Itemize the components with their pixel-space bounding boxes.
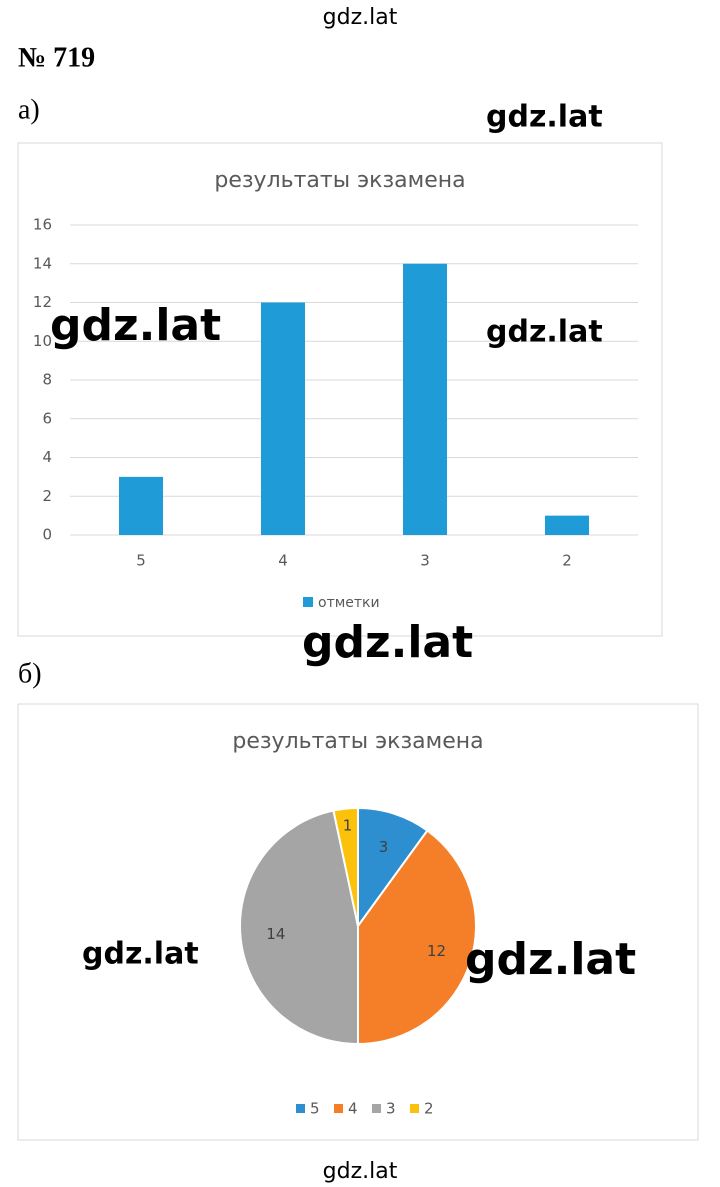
legend-swatch <box>303 597 313 607</box>
legend-label: отметки <box>318 595 380 611</box>
site-footer: gdz.lat <box>323 1159 398 1184</box>
pie-slice <box>357 829 477 1046</box>
y-tick-label: 6 <box>42 409 52 427</box>
data-label: 12 <box>427 942 446 960</box>
pie-slice <box>332 806 359 927</box>
y-tick-label: 14 <box>33 254 52 272</box>
problem-number: № 719 <box>18 42 95 73</box>
watermark: gdz.lat <box>82 937 199 972</box>
legend-swatch <box>372 1104 381 1113</box>
pie-slice <box>357 806 429 930</box>
site-header: gdz.lat <box>323 5 398 30</box>
part-label: б) <box>18 658 42 689</box>
legend-swatch <box>410 1104 419 1113</box>
legend-label: 4 <box>348 1100 358 1118</box>
x-tick-label: 2 <box>562 552 572 570</box>
data-label: 14 <box>266 925 285 943</box>
watermark: gdz.lat <box>486 100 603 135</box>
x-tick-label: 4 <box>278 552 288 570</box>
pie-slice <box>239 809 359 1046</box>
legend-label: 5 <box>310 1100 320 1118</box>
bar <box>403 263 447 535</box>
part-label: а) <box>18 94 40 125</box>
watermark: gdz.lat <box>486 315 603 350</box>
data-label: 3 <box>379 838 389 856</box>
y-tick-label: 8 <box>42 371 52 389</box>
chart-title: результаты экзамена <box>214 168 465 193</box>
watermarks: gdz.lat gdz.lat gdz.lat gdz.lat gdz.lat … <box>50 100 636 986</box>
legend-swatch <box>334 1104 343 1113</box>
y-tick-label: 2 <box>42 487 52 505</box>
watermark: gdz.lat <box>465 934 636 985</box>
data-label: 1 <box>343 817 353 835</box>
watermark: gdz.lat <box>302 617 473 668</box>
bar <box>261 302 305 535</box>
chart-title: результаты экзамена <box>232 729 483 754</box>
y-tick-label: 12 <box>33 293 52 311</box>
legend-label: 2 <box>424 1100 434 1118</box>
bar <box>119 476 163 535</box>
x-tick-label: 5 <box>136 552 146 570</box>
y-tick-label: 16 <box>33 216 52 234</box>
legend-swatch <box>296 1104 305 1113</box>
legend-label: 3 <box>386 1100 396 1118</box>
watermark: gdz.lat <box>50 300 221 351</box>
y-tick-label: 10 <box>33 332 52 350</box>
y-tick-label: 0 <box>42 526 52 544</box>
y-tick-label: 4 <box>42 448 52 466</box>
bar <box>545 515 589 535</box>
x-tick-label: 3 <box>420 552 430 570</box>
charts: 0 2 4 6 8 10 12 14 16 5 4 3 2 отметки 3 12 14 1 5 4 3 2 <box>33 216 638 1118</box>
